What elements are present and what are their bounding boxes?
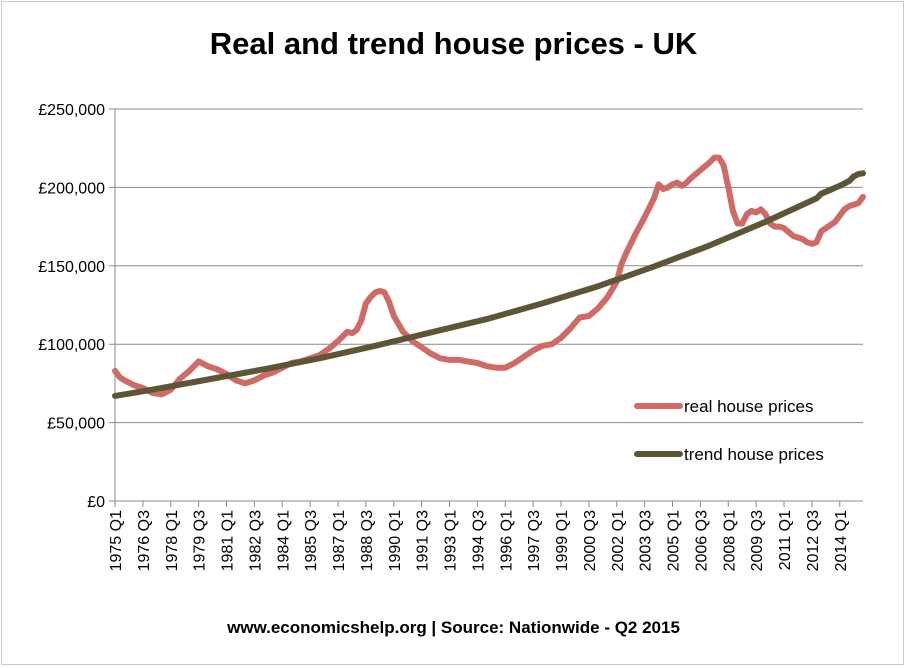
x-tick-label: 1987 Q1 <box>331 510 348 571</box>
x-tick-label: 1981 Q1 <box>220 510 237 571</box>
y-tick-label: £150,000 <box>38 259 105 276</box>
x-tick-label: 1996 Q1 <box>498 510 515 571</box>
y-tick-label: £0 <box>87 494 105 511</box>
x-tick-label: 1984 Q1 <box>275 510 292 571</box>
x-tick-label: 2000 Q3 <box>582 510 599 571</box>
x-axis <box>114 501 841 507</box>
x-axis-tick-labels: 1975 Q1 1976 Q3 1978 Q1 1979 Q3 1981 Q1 1982 … <box>108 510 850 571</box>
gridlines <box>109 108 863 502</box>
x-tick-label: 1994 Q3 <box>470 510 487 571</box>
trend-house-prices-line <box>112 170 866 399</box>
x-tick-label: 1976 Q3 <box>136 510 153 571</box>
y-tick-label: £100,000 <box>38 337 105 354</box>
x-tick-label: 2014 Q1 <box>833 510 850 571</box>
x-tick-label: 2006 Q3 <box>693 510 710 571</box>
real-house-prices-line <box>112 154 866 398</box>
legend-label: real house prices <box>684 397 813 416</box>
x-tick-label: 1975 Q1 <box>108 510 125 571</box>
legend: real house prices trend house prices <box>634 397 824 464</box>
x-tick-label: 1997 Q3 <box>526 510 543 571</box>
x-tick-label: 1991 Q3 <box>415 510 432 571</box>
x-tick-label: 2009 Q3 <box>749 510 766 571</box>
x-tick-label: 1988 Q3 <box>359 510 376 571</box>
source-note: www.economicshelp.org | Source: Nationwi… <box>227 618 680 637</box>
y-tick-label: £250,000 <box>38 102 105 119</box>
x-tick-label: 2008 Q1 <box>721 510 738 571</box>
legend-label: trend house prices <box>684 445 824 464</box>
y-tick-label: £50,000 <box>47 416 105 433</box>
x-tick-label: 1999 Q1 <box>554 510 571 571</box>
x-tick-label: 1979 Q3 <box>192 510 209 571</box>
x-tick-label: 1985 Q3 <box>303 510 320 571</box>
x-tick-label: 1982 Q3 <box>247 510 264 571</box>
series-lines <box>112 154 866 399</box>
x-tick-label: 2005 Q1 <box>666 510 683 571</box>
x-tick-label: 1978 Q1 <box>164 510 181 571</box>
y-tick-label: £200,000 <box>38 180 105 197</box>
x-tick-label: 2003 Q3 <box>638 510 655 571</box>
x-tick-label: 2002 Q1 <box>610 510 627 571</box>
x-tick-label: 1993 Q1 <box>443 510 460 571</box>
x-tick-label: 2011 Q1 <box>777 510 794 570</box>
x-tick-label: 2012 Q3 <box>805 510 822 571</box>
y-axis-tick-labels: £0 £50,000 £100,000 £150,000 £200,000 £250,00… <box>38 102 105 511</box>
x-tick-label: 1990 Q1 <box>387 510 404 571</box>
chart-title: Real and trend house prices - UK <box>209 26 698 61</box>
